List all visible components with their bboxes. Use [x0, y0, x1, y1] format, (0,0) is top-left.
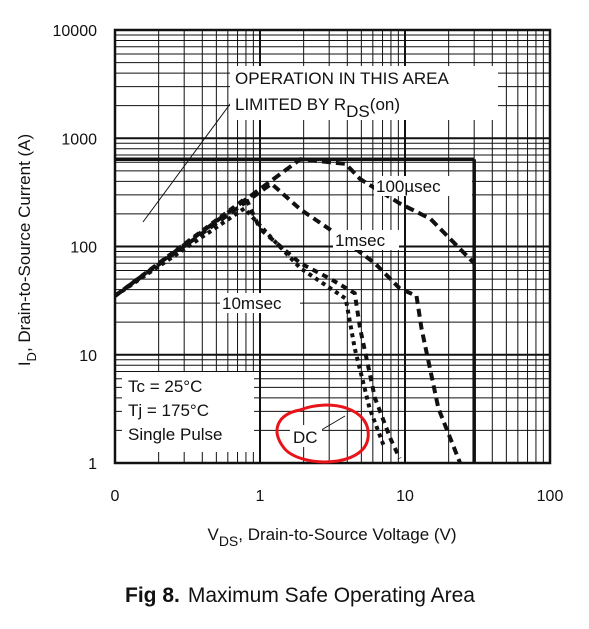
x-tick-label: 1 — [256, 488, 265, 505]
soa-curve — [113, 195, 402, 460]
y-tick-label: 10 — [79, 348, 97, 365]
label-background — [220, 293, 300, 313]
area-note: LIMITED BY RDS(on) — [235, 95, 400, 121]
curve-label: DC — [293, 428, 318, 447]
x-axis-label-main: V — [207, 525, 219, 544]
x-axis-label-rest: , Drain-to-Source Voltage (V) — [238, 525, 456, 544]
soa-curve — [113, 205, 387, 448]
curve-label: 10msec — [222, 294, 282, 313]
condition: Tc = 25°C — [128, 377, 202, 396]
y-tick-label: 100 — [70, 240, 97, 257]
area-note-line: LIMITED BY R — [235, 95, 346, 114]
area-note-line: OPERATION IN THIS AREA — [235, 69, 449, 88]
caption-text: Maximum Safe Operating Area — [188, 584, 475, 607]
curve-labels: 100µsec 1msec 10msec DC — [220, 176, 472, 464]
curves — [113, 157, 476, 464]
y-tick-label: 10000 — [53, 23, 98, 40]
area-note-suffix: (on) — [370, 95, 400, 114]
y-axis-label-rest: , Drain-to-Source Current (A) — [15, 134, 34, 352]
caption: Fig 8. Maximum Safe Operating Area — [125, 584, 475, 607]
x-tick-label: 100 — [537, 488, 564, 505]
label-background — [290, 425, 322, 447]
area-note-sub: DS — [346, 102, 370, 121]
curve-label: 1msec — [335, 231, 386, 250]
leader-line — [317, 415, 346, 433]
condition: Tj = 175°C — [128, 401, 209, 420]
soa-curve — [113, 181, 462, 464]
x-axis-label: VDS, Drain-to-Source Voltage (V) — [207, 525, 456, 549]
label-background — [374, 176, 472, 196]
x-tick-label: 10 — [396, 488, 414, 505]
conditions-background — [122, 372, 254, 452]
y-axis-label: ID, Drain-to-Source Current (A) — [15, 134, 39, 366]
soa-curve — [113, 157, 476, 298]
y-tick-label: 1000 — [61, 131, 97, 148]
area-note: OPERATION IN THIS AREA — [235, 69, 449, 88]
highlight-circle — [275, 403, 370, 464]
y-axis-label-main: I — [15, 361, 34, 366]
y-tick-label: 1 — [88, 456, 97, 473]
caption-label: Fig 8. — [125, 584, 180, 607]
x-tick-label: 0 — [111, 488, 120, 505]
y-axis-label-sub: D — [24, 352, 39, 361]
curve-label: 100µsec — [376, 177, 441, 196]
x-axis-label-sub: DS — [219, 533, 238, 549]
leader-line — [142, 95, 237, 223]
condition: Single Pulse — [128, 425, 223, 444]
note-background — [230, 66, 498, 120]
label-background — [333, 230, 399, 250]
